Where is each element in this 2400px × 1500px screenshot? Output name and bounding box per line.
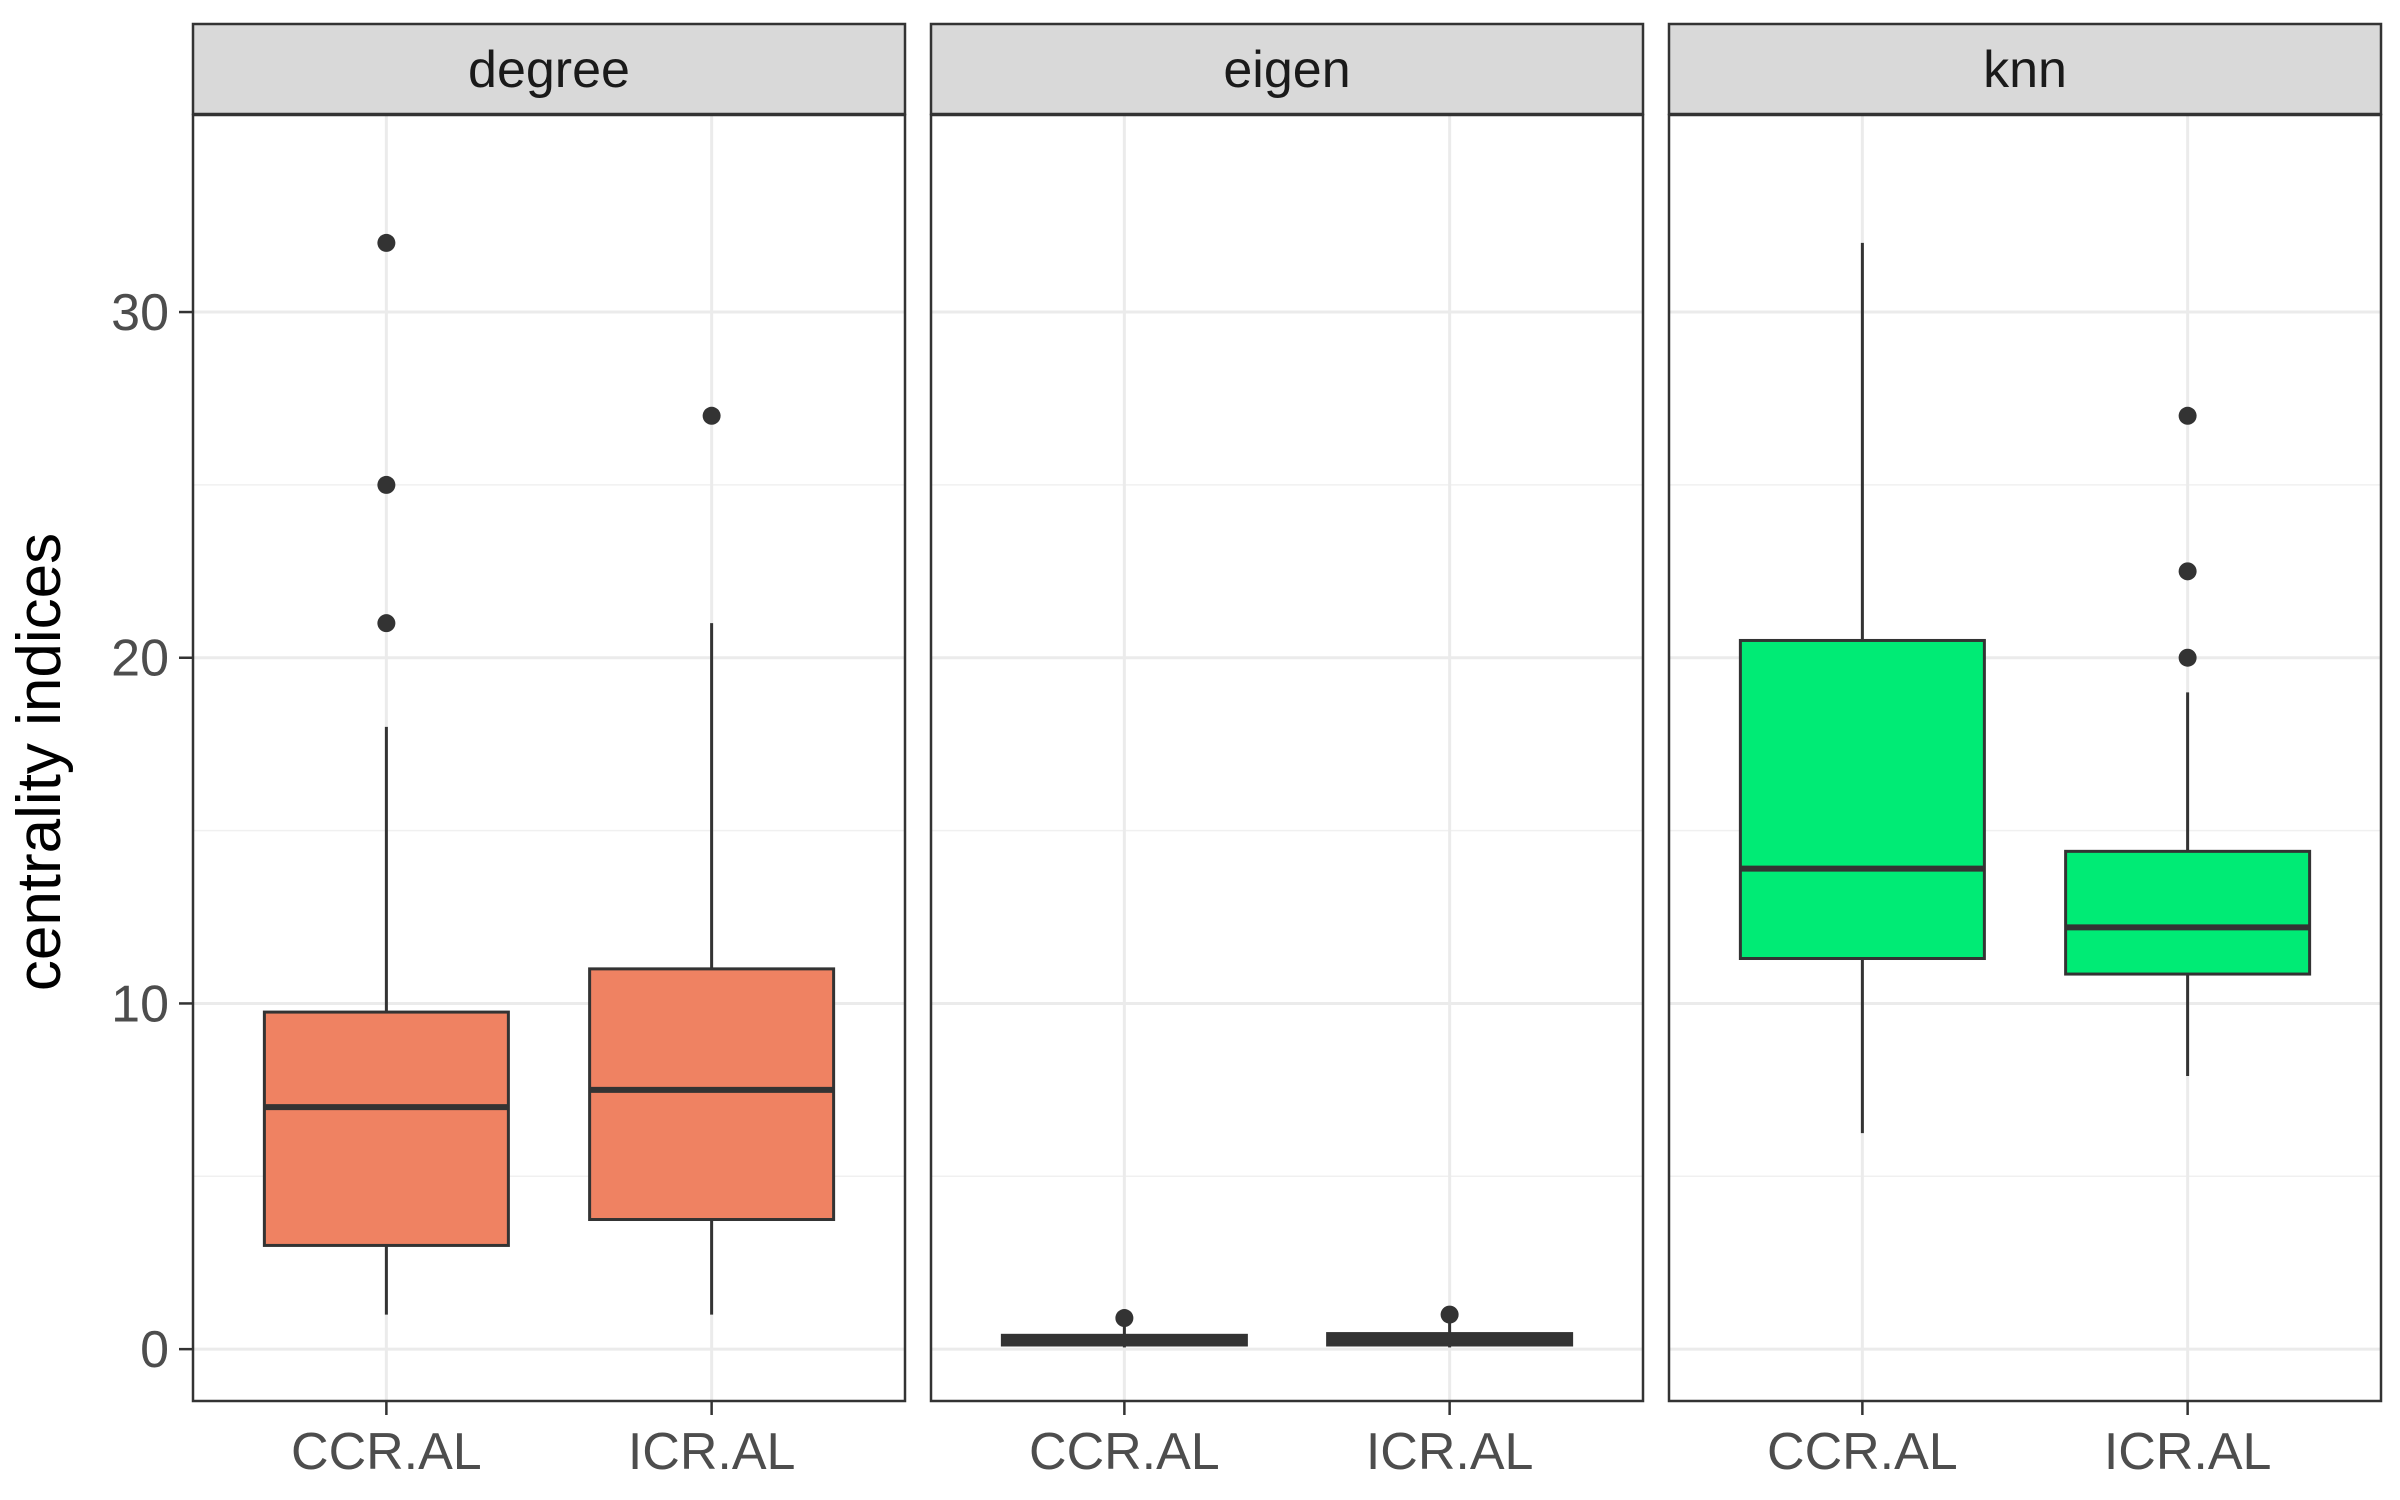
outlier-point bbox=[377, 475, 396, 494]
box-degree-ccr-al bbox=[262, 233, 510, 1315]
panel-background bbox=[931, 115, 1643, 1401]
x-tick-label: CCR.AL bbox=[1767, 1423, 1958, 1481]
x-tick-label: ICR.AL bbox=[628, 1423, 796, 1481]
box-iqr bbox=[262, 1010, 510, 1247]
facet-strip bbox=[191, 22, 907, 116]
outlier-point bbox=[2178, 406, 2197, 425]
y-tick-label: 0 bbox=[140, 1321, 169, 1379]
outlier-point bbox=[1115, 1309, 1134, 1328]
facet-strip-label: knn bbox=[1983, 41, 2067, 99]
facet-degree: degree CCR.AL ICR.AL bbox=[191, 22, 907, 1481]
x-tick-label: ICR.AL bbox=[1366, 1423, 1534, 1481]
box-knn-ccr-al bbox=[1738, 242, 1986, 1134]
box-knn-icr-al bbox=[2064, 406, 2312, 1077]
box-iqr bbox=[588, 967, 836, 1222]
facet-strip-label: eigen bbox=[1223, 41, 1350, 99]
outlier-point bbox=[2178, 648, 2197, 667]
box-eigen-icr-al bbox=[1326, 1305, 1574, 1348]
outlier-point bbox=[2178, 562, 2197, 581]
outlier-point bbox=[1440, 1305, 1459, 1324]
y-tick-label: 30 bbox=[111, 284, 169, 342]
outlier-point bbox=[377, 614, 396, 633]
x-tick-label: ICR.AL bbox=[2104, 1423, 2272, 1481]
box-iqr bbox=[2064, 849, 2312, 976]
facet-knn: knn CCR.AL ICR.AL bbox=[1667, 22, 2383, 1481]
facet-strip-label: degree bbox=[468, 41, 630, 99]
box-iqr bbox=[1738, 638, 1986, 961]
facet-eigen: eigen CCR.AL ICR.AL bbox=[929, 22, 1645, 1481]
facet-strip bbox=[929, 22, 1645, 116]
y-tick-label: 20 bbox=[111, 630, 169, 688]
x-tick-label: CCR.AL bbox=[1029, 1423, 1220, 1481]
outlier-point bbox=[377, 233, 396, 252]
box-degree-icr-al bbox=[588, 406, 836, 1315]
x-tick-label: CCR.AL bbox=[291, 1423, 482, 1481]
facet-strip bbox=[1667, 22, 2383, 116]
y-axis: 0 10 20 30 bbox=[111, 284, 193, 1379]
y-axis-title: centrality indices bbox=[5, 533, 74, 991]
box-eigen-ccr-al bbox=[1000, 1309, 1248, 1348]
y-tick-label: 10 bbox=[111, 975, 169, 1033]
outlier-point bbox=[702, 406, 721, 425]
